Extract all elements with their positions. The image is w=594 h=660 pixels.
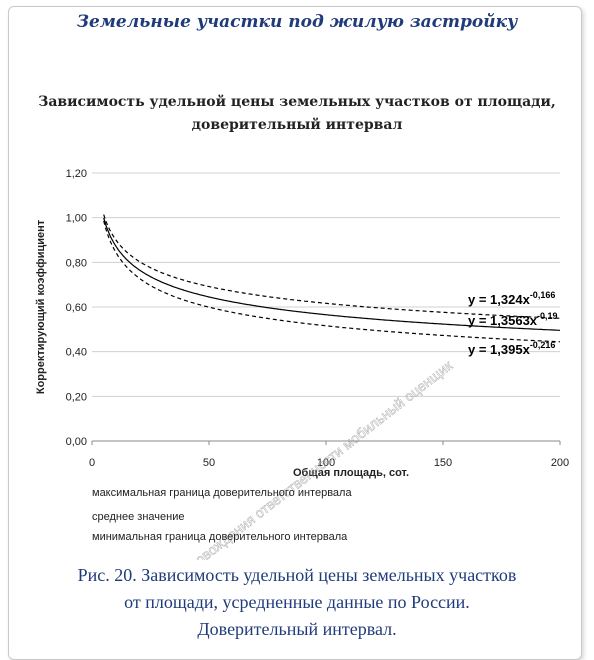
x-axis-label: Общая площадь, сот.	[293, 467, 409, 479]
equation-label-1: y = 1,3563x-0,19	[468, 311, 558, 328]
x-tick-label: 0	[89, 457, 95, 469]
legend-mean: среднее значение	[92, 511, 185, 523]
chart-title-line1: Зависимость удельной цены земельных учас…	[38, 94, 556, 110]
chart-svg: 0,00 0,20 0,40 0,60 0,80 1,00 1,20 0 50 100 150 200…	[35, 168, 569, 560]
y-tick-label: 0,60	[66, 302, 87, 314]
y-tick-label: 0,00	[66, 436, 87, 448]
series-line-2	[103, 220, 561, 343]
x-tick-label: 150	[434, 457, 452, 469]
section-title: Земельные участки под жилую застройку	[76, 12, 518, 32]
caption-line1: Рис. 20. Зависимость удельной цены земел…	[77, 565, 517, 585]
x-tick-label: 200	[551, 457, 569, 469]
legend-max: максимальная граница доверительного инте…	[92, 487, 352, 499]
equation-label-2: y = 1,395x-0,216	[468, 340, 555, 357]
y-tick-label: 0,20	[66, 391, 87, 403]
y-axis-label: Корректирующий коэффициент	[35, 219, 47, 394]
y-tick-label: 1,00	[66, 213, 87, 225]
y-tick-label: 0,80	[66, 257, 87, 269]
caption-line3: Доверительный интервал.	[197, 619, 397, 639]
y-tick-label: 0,40	[66, 347, 87, 359]
x-tick-label: 100	[317, 457, 335, 469]
x-tick-label: 50	[203, 457, 215, 469]
figure-frame	[8, 6, 582, 660]
chart-title-line2: доверительный интервал	[191, 117, 403, 133]
caption-line2: от площади, усредненные данные по России…	[124, 592, 470, 612]
y-tick-label: 1,20	[66, 168, 87, 180]
watermark-text: объекты сопровождения ответственности мо…	[122, 357, 456, 560]
series-line-1	[103, 217, 560, 331]
legend-min: минимальная граница доверительного интер…	[92, 531, 348, 543]
equation-label-0: y = 1,324x-0,166	[468, 290, 555, 307]
